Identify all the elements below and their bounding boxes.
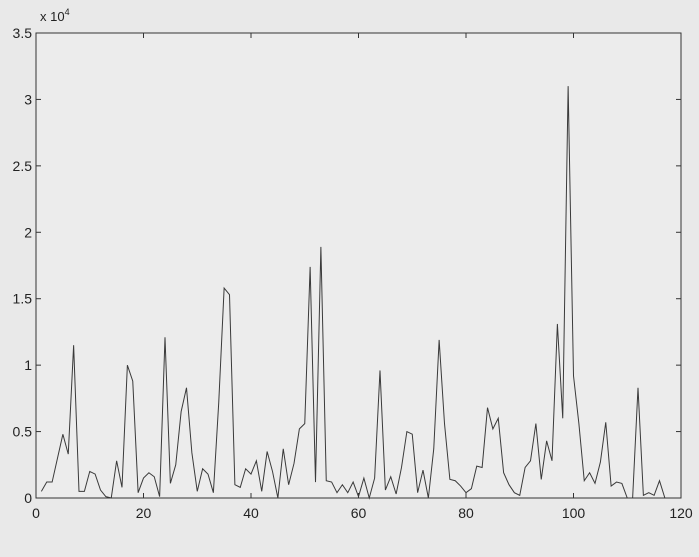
plot-area-background — [36, 33, 681, 498]
x-tick-label: 40 — [243, 505, 259, 521]
y-tick-label: 1 — [24, 357, 32, 373]
x-tick-label: 20 — [136, 505, 152, 521]
y-tick-label: 1.5 — [13, 291, 33, 307]
x-tick-label: 0 — [32, 505, 40, 521]
series-line-0 — [40, 86, 681, 500]
y-multiplier-label: x 104 — [40, 7, 70, 24]
y-tick-label: 3.5 — [13, 25, 33, 41]
y-tick-label: 2.5 — [13, 158, 33, 174]
y-tick-label: 2 — [24, 224, 32, 240]
x-axis: 0 20 40 60 80 100 120 — [32, 33, 693, 521]
x-tick-label: 60 — [351, 505, 367, 521]
x-tick-label: 120 — [669, 505, 693, 521]
x-tick-label: 100 — [562, 505, 586, 521]
x-tick-label: 80 — [458, 505, 474, 521]
y-multiplier-base: x 10 — [40, 9, 65, 24]
y-tick-label: 0.5 — [13, 424, 33, 440]
y-axis: 0 0.5 1 1.5 2 2.5 3 3.5 — [13, 25, 681, 506]
y-multiplier-exponent: 4 — [65, 7, 70, 17]
y-tick-label: 3 — [24, 91, 32, 107]
y-tick-label: 0 — [24, 490, 32, 506]
series-layer — [40, 86, 681, 500]
